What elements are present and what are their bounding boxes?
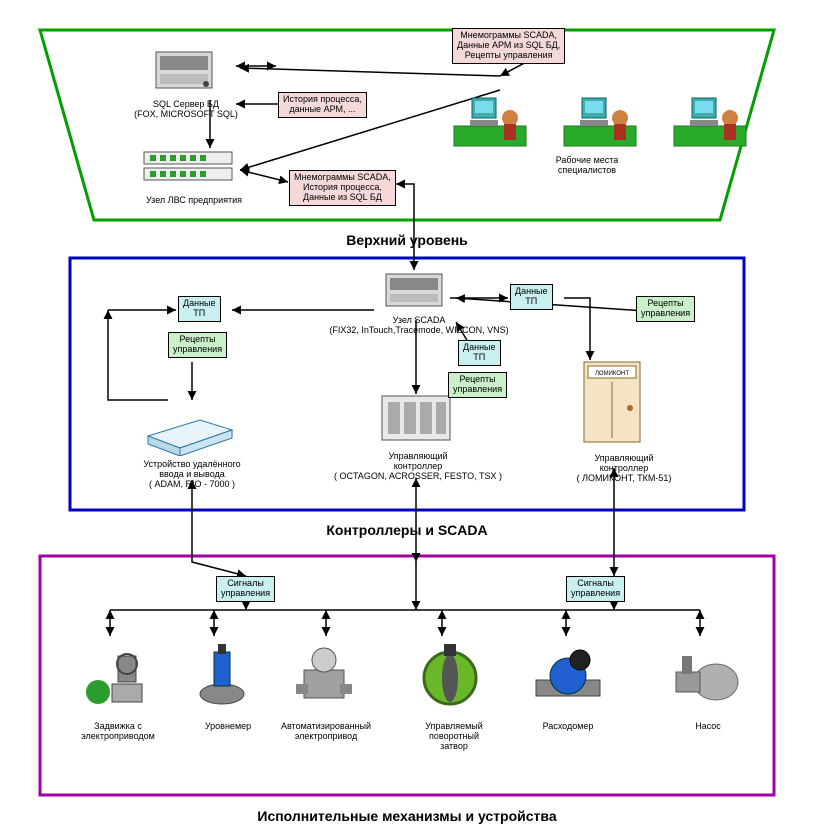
device-label: Автоматизированныйэлектропривод — [266, 722, 386, 742]
recipes-right-box: Рецептыуправления — [636, 296, 695, 322]
device-butterfly — [414, 636, 494, 721]
lan-switch-icon — [140, 148, 240, 197]
device-label: Расходомер — [508, 722, 628, 732]
workstations-label: Рабочие местаспециалистов — [532, 156, 642, 176]
device-valve-motor — [78, 636, 158, 721]
data-tp-left-box: ДанныеТП — [178, 296, 221, 322]
workstation-icon — [448, 84, 536, 157]
connector — [108, 310, 168, 400]
scada-node-label: Узел SCADA(FIX32, InTouch,Tracemode, WIZ… — [304, 316, 534, 336]
svg-text:ЛОМИКОНТ: ЛОМИКОНТ — [595, 371, 629, 377]
workstation-icon — [558, 84, 646, 157]
remote-io-label: Устройство удалённоговвода и вывода( ADA… — [112, 460, 272, 490]
workstation-icon — [668, 84, 756, 157]
scada-mnemo-box: Мнемограммы SCADA,Данные АРМ из SQL БД,Р… — [452, 28, 565, 64]
data-tp-mid-box: ДанныеТП — [458, 340, 501, 366]
middle-layer-title: Контроллеры и SCADA — [0, 522, 814, 538]
device-label: Задвижка сэлектроприводом — [58, 722, 178, 742]
device-label: Управляемыйповоротныйзатвор — [394, 722, 514, 752]
device-actuator — [286, 636, 366, 721]
lan-node-label: Узел ЛВС предприятия — [124, 196, 264, 206]
connector — [240, 170, 288, 182]
controller2-icon: ЛОМИКОНТ — [576, 354, 652, 455]
sql-server-icon — [150, 44, 222, 101]
scada-hist-box: Мнемограммы SCADA,История процесса,Данны… — [289, 170, 396, 206]
device-pump — [668, 636, 748, 721]
controller2-label: Управляющийконтроллер( ЛОМИКОНТ, ТКМ-51) — [544, 454, 704, 484]
history-box: История процесса,данные АРМ, ... — [278, 92, 367, 118]
device-level-meter — [188, 636, 268, 721]
top-layer-title: Верхний уровень — [0, 232, 814, 248]
recipes-mid-box: Рецептыуправления — [448, 372, 507, 398]
signals-left-box: Сигналыуправления — [216, 576, 275, 602]
device-flow-meter — [528, 636, 608, 721]
signals-right-box: Сигналыуправления — [566, 576, 625, 602]
device-label: Насос — [648, 722, 768, 732]
data-tp-right-box: ДанныеТП — [510, 284, 553, 310]
recipes-left-box: Рецептыуправления — [168, 332, 227, 358]
bottom-layer-title: Исполнительные механизмы и устройства — [0, 808, 814, 824]
scada-node-icon — [380, 270, 452, 319]
connector — [240, 68, 500, 76]
remote-io-icon — [140, 400, 240, 461]
controller1-label: Управляющийконтроллер( OCTAGON, ACROSSER… — [308, 452, 528, 482]
sql-server-label: SQL Сервер БД(FOX, MICROSOFT SQL) — [116, 100, 256, 120]
